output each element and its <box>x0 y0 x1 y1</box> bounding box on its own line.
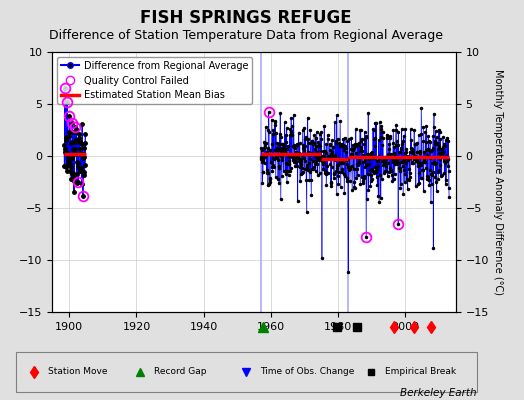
Text: Time of Obs. Change: Time of Obs. Change <box>260 368 355 376</box>
Y-axis label: Monthly Temperature Anomaly Difference (°C): Monthly Temperature Anomaly Difference (… <box>493 69 503 295</box>
Text: Record Gap: Record Gap <box>154 368 206 376</box>
Text: FISH SPRINGS REFUGE: FISH SPRINGS REFUGE <box>140 9 352 27</box>
Text: Berkeley Earth: Berkeley Earth <box>400 388 477 398</box>
Legend: Difference from Regional Average, Quality Control Failed, Estimated Station Mean: Difference from Regional Average, Qualit… <box>57 57 252 104</box>
Text: Station Move: Station Move <box>48 368 107 376</box>
Text: Empirical Break: Empirical Break <box>385 368 456 376</box>
Text: Difference of Station Temperature Data from Regional Average: Difference of Station Temperature Data f… <box>49 30 443 42</box>
